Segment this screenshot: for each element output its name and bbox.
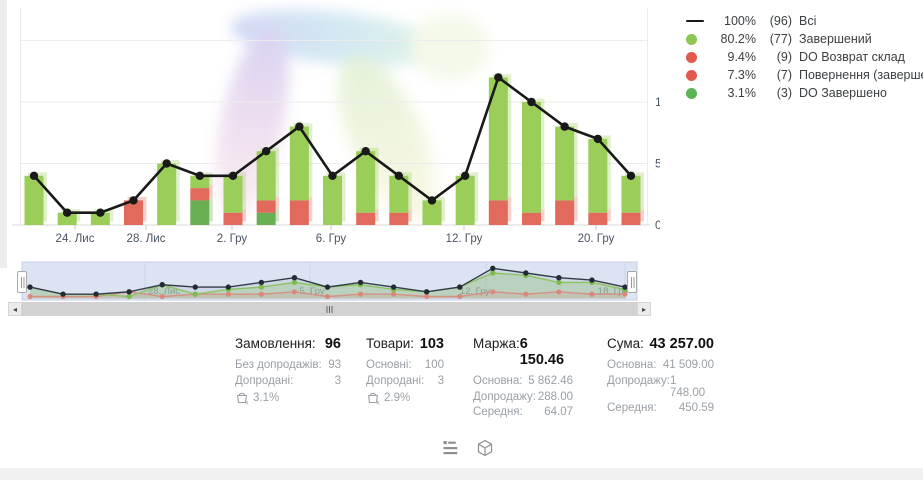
- legend-item-0[interactable]: 100% (96) Всі: [686, 12, 921, 30]
- basket-upsell-icon: x: [368, 392, 380, 405]
- svg-text:28. Лис: 28. Лис: [148, 286, 180, 297]
- orders-by-day-chart[interactable]: 0 5 10 24. Лис 28. Лис 2. Гру 6. Гру 12. Гру 20.…: [0, 0, 660, 250]
- legend-label: Всі: [799, 14, 817, 28]
- range-handle-left[interactable]: [17, 271, 27, 293]
- legend-item-4[interactable]: 3.1% (3) DO Завершено: [686, 84, 921, 102]
- svg-text:0: 0: [655, 218, 660, 232]
- svg-text:6. Гру: 6. Гру: [316, 233, 347, 245]
- svg-text:5: 5: [655, 157, 660, 171]
- upsell-percent: 3.1%: [253, 391, 280, 404]
- svg-text:12. Гру: 12. Гру: [460, 286, 491, 297]
- svg-text:20. Гру: 20. Гру: [578, 233, 615, 245]
- legend-label: DO Возврат склад: [799, 50, 905, 64]
- bottom-scrollbar[interactable]: [0, 468, 923, 480]
- stat-subrow: Основна: 5 862.46: [473, 375, 573, 387]
- stat-subrow: Середня: 450.59: [607, 402, 714, 414]
- stat-subrow: Допродажу: 288.00: [473, 390, 573, 403]
- svg-text:5. Гру: 5. Гру: [299, 286, 324, 297]
- legend-percent: 9.4%: [727, 50, 757, 64]
- package-icon[interactable]: [476, 439, 494, 457]
- stat-column-0: Замовлення: 96 Без допродажів: 93 Допродані:…: [235, 336, 341, 405]
- legend-count: (96): [769, 14, 792, 28]
- legend-percent: 100%: [724, 14, 756, 28]
- chart-legend: 100% (96) Всі 80.2% (77) Завершений 9.4% (9) DO …: [686, 12, 923, 102]
- stat-subrow: Середня: 64.07: [473, 406, 573, 418]
- legend-label: Повернення (завершений): [799, 68, 923, 82]
- stat-column-1: Товари: 103 Основні: 100 Допродані: 3 x 2.9%: [366, 336, 444, 405]
- svg-text:10: 10: [655, 95, 660, 109]
- stat-title: Сума:: [607, 336, 644, 351]
- legend-label: DO Завершено: [799, 86, 887, 100]
- svg-text:28. Лис: 28. Лис: [127, 233, 166, 245]
- legend-dot-icon: [686, 69, 712, 81]
- stat-subrow: Допродажу: 1 748.00: [607, 374, 706, 399]
- svg-text:x: x: [377, 400, 380, 405]
- summary-stats: Замовлення: 96 Без допродажів: 93 Допродані:…: [0, 336, 923, 418]
- upsell-percent-row: x 2.9%: [366, 391, 444, 405]
- handle-grip-icon: [630, 276, 632, 288]
- stat-value: 6 150.46: [519, 336, 565, 368]
- scrollbar-grip-icon: [329, 305, 330, 313]
- legend-item-1[interactable]: 80.2% (77) Завершений: [686, 30, 921, 48]
- legend-dot-icon: [686, 33, 712, 45]
- range-handle-right[interactable]: [627, 271, 637, 293]
- svg-text:2. Гру: 2. Гру: [217, 233, 248, 245]
- scrollbar-thumb[interactable]: [22, 303, 637, 315]
- stat-title: Замовлення:: [235, 336, 316, 351]
- handle-grip-icon: [20, 276, 22, 288]
- legend-percent: 7.3%: [727, 68, 757, 82]
- legend-percent: 3.1%: [727, 86, 757, 100]
- legend-count: (9): [776, 50, 792, 64]
- stat-subrow: Без допродажів: 93: [235, 359, 341, 371]
- legend-line-icon: [686, 19, 712, 23]
- legend-item-2[interactable]: 9.4% (9) DO Возврат склад: [686, 48, 921, 66]
- stat-column-2: Маржа: 6 150.46 Основна: 5 862.46 Допродажу:…: [473, 336, 573, 418]
- stat-title: Маржа:: [473, 336, 520, 351]
- scrollbar-track[interactable]: [22, 302, 637, 316]
- svg-text:x: x: [246, 400, 249, 405]
- legend-item-3[interactable]: 7.3% (7) Повернення (завершений): [686, 66, 923, 84]
- stat-subrow: Основна: 41 509.00: [607, 359, 714, 371]
- legend-label: Завершений: [799, 32, 872, 46]
- upsell-percent-row: x 3.1%: [235, 391, 341, 405]
- date-range-navigator[interactable]: 28. Лис 5. Гру 12. Гру 18. Гру: [0, 258, 660, 302]
- stat-value: 103: [419, 336, 444, 352]
- legend-percent: 80.2%: [720, 32, 756, 46]
- chart-scrollbar[interactable]: ◂ ▸: [8, 302, 651, 316]
- footer-toolbar: [443, 439, 494, 457]
- scroll-right-button[interactable]: ▸: [637, 302, 651, 316]
- svg-text:18. Гру: 18. Гру: [598, 286, 629, 297]
- basket-upsell-icon: x: [237, 392, 249, 405]
- page-scrollbar-left[interactable]: [0, 0, 7, 268]
- svg-text:24. Лис: 24. Лис: [56, 233, 95, 245]
- svg-text:12. Гру: 12. Гру: [446, 233, 483, 245]
- legend-dot-icon: [686, 87, 712, 99]
- stat-value: 43 257.00: [649, 336, 714, 352]
- upsell-percent: 2.9%: [384, 391, 411, 404]
- stat-subrow: Основні: 100: [366, 359, 444, 371]
- legend-count: (77): [769, 32, 792, 46]
- stat-subrow: Допродані: 3: [366, 374, 444, 387]
- stat-title: Товари:: [366, 336, 415, 351]
- stat-subrow: Допродані: 3: [235, 374, 341, 387]
- scroll-left-button[interactable]: ◂: [8, 302, 22, 316]
- stat-column-3: Сума: 43 257.00 Основна: 41 509.00 Допродажу…: [607, 336, 714, 414]
- legend-count: (7): [776, 68, 792, 82]
- stat-value: 96: [324, 336, 341, 352]
- summary-list-icon[interactable]: [443, 440, 460, 457]
- legend-count: (3): [776, 86, 792, 100]
- legend-dot-icon: [686, 51, 712, 63]
